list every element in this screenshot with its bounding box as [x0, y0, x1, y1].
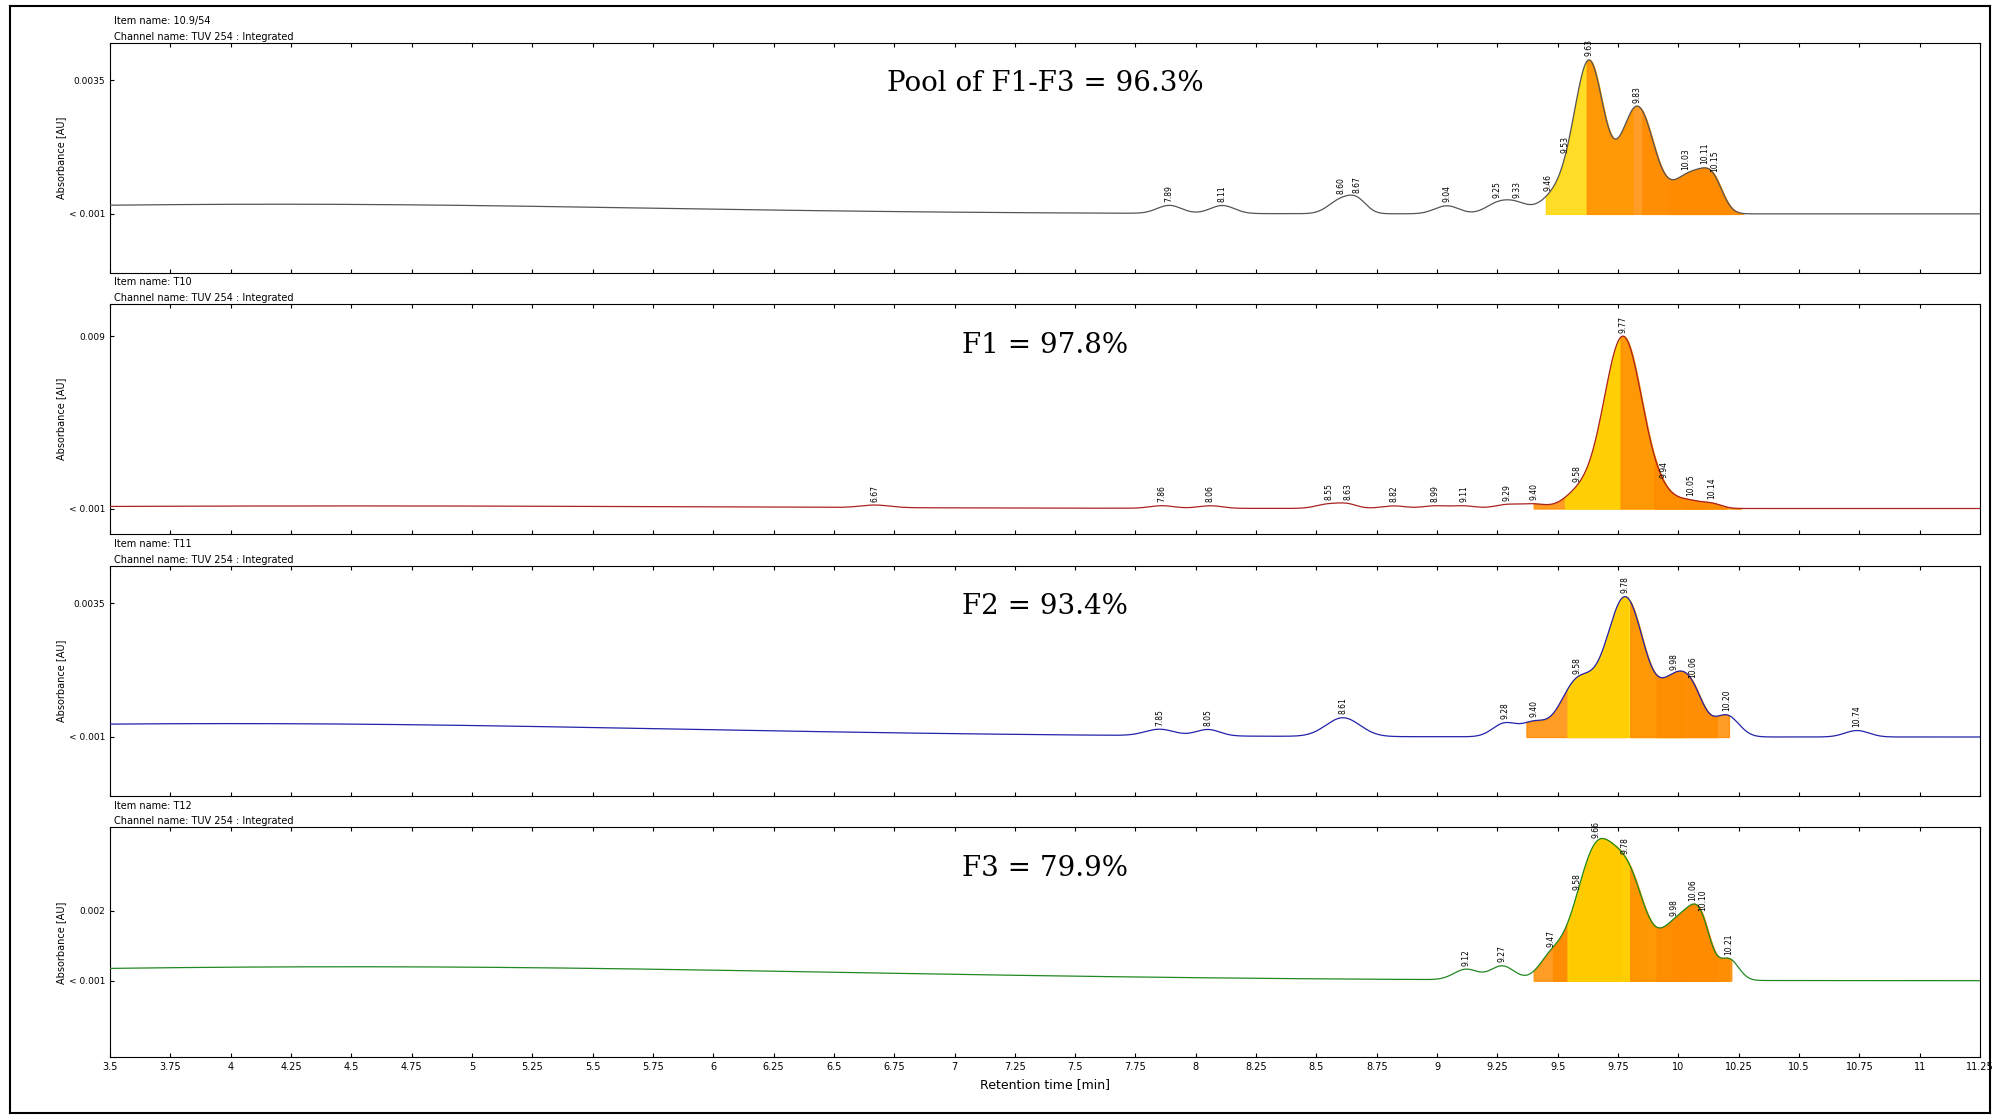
Y-axis label: Absorbance [AU]: Absorbance [AU] — [56, 640, 66, 722]
Text: 10.21: 10.21 — [1724, 933, 1734, 955]
Text: 9.12: 9.12 — [1462, 949, 1470, 966]
Text: 10.06: 10.06 — [1688, 878, 1698, 901]
Text: 10.05: 10.05 — [1686, 474, 1694, 496]
Text: 7.89: 7.89 — [1164, 185, 1174, 201]
Text: Item name: 10.9/54: Item name: 10.9/54 — [114, 16, 210, 26]
Text: Item name: T11: Item name: T11 — [114, 539, 192, 549]
Y-axis label: Absorbance [AU]: Absorbance [AU] — [56, 901, 66, 984]
Text: 8.05: 8.05 — [1204, 709, 1212, 726]
Text: Pool of F1-F3 = 96.3%: Pool of F1-F3 = 96.3% — [886, 70, 1204, 97]
Text: 7.86: 7.86 — [1158, 486, 1166, 502]
Text: 9.40: 9.40 — [1530, 483, 1538, 500]
Text: 8.11: 8.11 — [1218, 186, 1226, 203]
Text: 7.85: 7.85 — [1156, 708, 1164, 726]
Y-axis label: Absorbance [AU]: Absorbance [AU] — [56, 116, 66, 199]
Text: 9.58: 9.58 — [1572, 657, 1582, 674]
Text: Item name: T12: Item name: T12 — [114, 800, 192, 810]
Text: 9.63: 9.63 — [1584, 39, 1594, 56]
Text: 10.20: 10.20 — [1722, 689, 1732, 712]
Text: 8.67: 8.67 — [1352, 177, 1362, 194]
Text: 9.47: 9.47 — [1546, 930, 1556, 947]
Text: 10.03: 10.03 — [1682, 149, 1690, 170]
Text: Channel name: TUV 254 : Integrated: Channel name: TUV 254 : Integrated — [114, 293, 294, 303]
Text: 9.58: 9.58 — [1572, 874, 1582, 891]
Text: 10.74: 10.74 — [1852, 705, 1862, 727]
Text: 9.98: 9.98 — [1670, 899, 1678, 915]
Text: Channel name: TUV 254 : Integrated: Channel name: TUV 254 : Integrated — [114, 31, 294, 41]
Text: 9.46: 9.46 — [1544, 173, 1552, 190]
Text: 9.98: 9.98 — [1670, 652, 1678, 669]
Text: 9.58: 9.58 — [1572, 466, 1582, 482]
Text: 8.99: 8.99 — [1430, 486, 1440, 502]
Text: 8.63: 8.63 — [1344, 483, 1352, 500]
X-axis label: Retention time [min]: Retention time [min] — [980, 1078, 1110, 1091]
Text: F3 = 79.9%: F3 = 79.9% — [962, 855, 1128, 882]
Text: Item name: T10: Item name: T10 — [114, 278, 192, 288]
Text: 10.10: 10.10 — [1698, 890, 1708, 911]
Text: F2 = 93.4%: F2 = 93.4% — [962, 593, 1128, 620]
Text: 9.94: 9.94 — [1660, 461, 1668, 478]
Text: 10.14: 10.14 — [1708, 478, 1716, 499]
Text: 6.67: 6.67 — [870, 485, 880, 501]
Text: 9.04: 9.04 — [1442, 186, 1452, 203]
Text: Channel name: TUV 254 : Integrated: Channel name: TUV 254 : Integrated — [114, 555, 294, 565]
Text: 8.82: 8.82 — [1390, 486, 1398, 502]
Text: Channel name: TUV 254 : Integrated: Channel name: TUV 254 : Integrated — [114, 816, 294, 826]
Text: 8.55: 8.55 — [1324, 483, 1334, 500]
Text: 10.15: 10.15 — [1710, 150, 1720, 172]
Text: 9.29: 9.29 — [1502, 483, 1512, 501]
Text: 9.53: 9.53 — [1560, 135, 1570, 152]
Y-axis label: Absorbance [AU]: Absorbance [AU] — [56, 378, 66, 460]
Text: 9.27: 9.27 — [1498, 946, 1506, 962]
Text: 8.60: 8.60 — [1336, 178, 1346, 195]
Text: 8.06: 8.06 — [1206, 486, 1214, 502]
Text: 9.11: 9.11 — [1460, 486, 1468, 502]
Text: 10.06: 10.06 — [1688, 657, 1698, 678]
Text: 9.77: 9.77 — [1618, 316, 1628, 332]
Text: 9.28: 9.28 — [1500, 703, 1510, 720]
Text: 9.78: 9.78 — [1620, 576, 1630, 593]
Text: 9.33: 9.33 — [1512, 180, 1522, 198]
Text: F1 = 97.8%: F1 = 97.8% — [962, 331, 1128, 359]
Text: 9.40: 9.40 — [1530, 700, 1538, 717]
Text: 9.25: 9.25 — [1492, 181, 1502, 198]
Text: 9.83: 9.83 — [1632, 86, 1642, 103]
Text: 9.66: 9.66 — [1592, 821, 1600, 838]
Text: 9.78: 9.78 — [1620, 837, 1630, 854]
Text: 8.61: 8.61 — [1338, 697, 1348, 714]
Text: 10.11: 10.11 — [1700, 143, 1710, 164]
